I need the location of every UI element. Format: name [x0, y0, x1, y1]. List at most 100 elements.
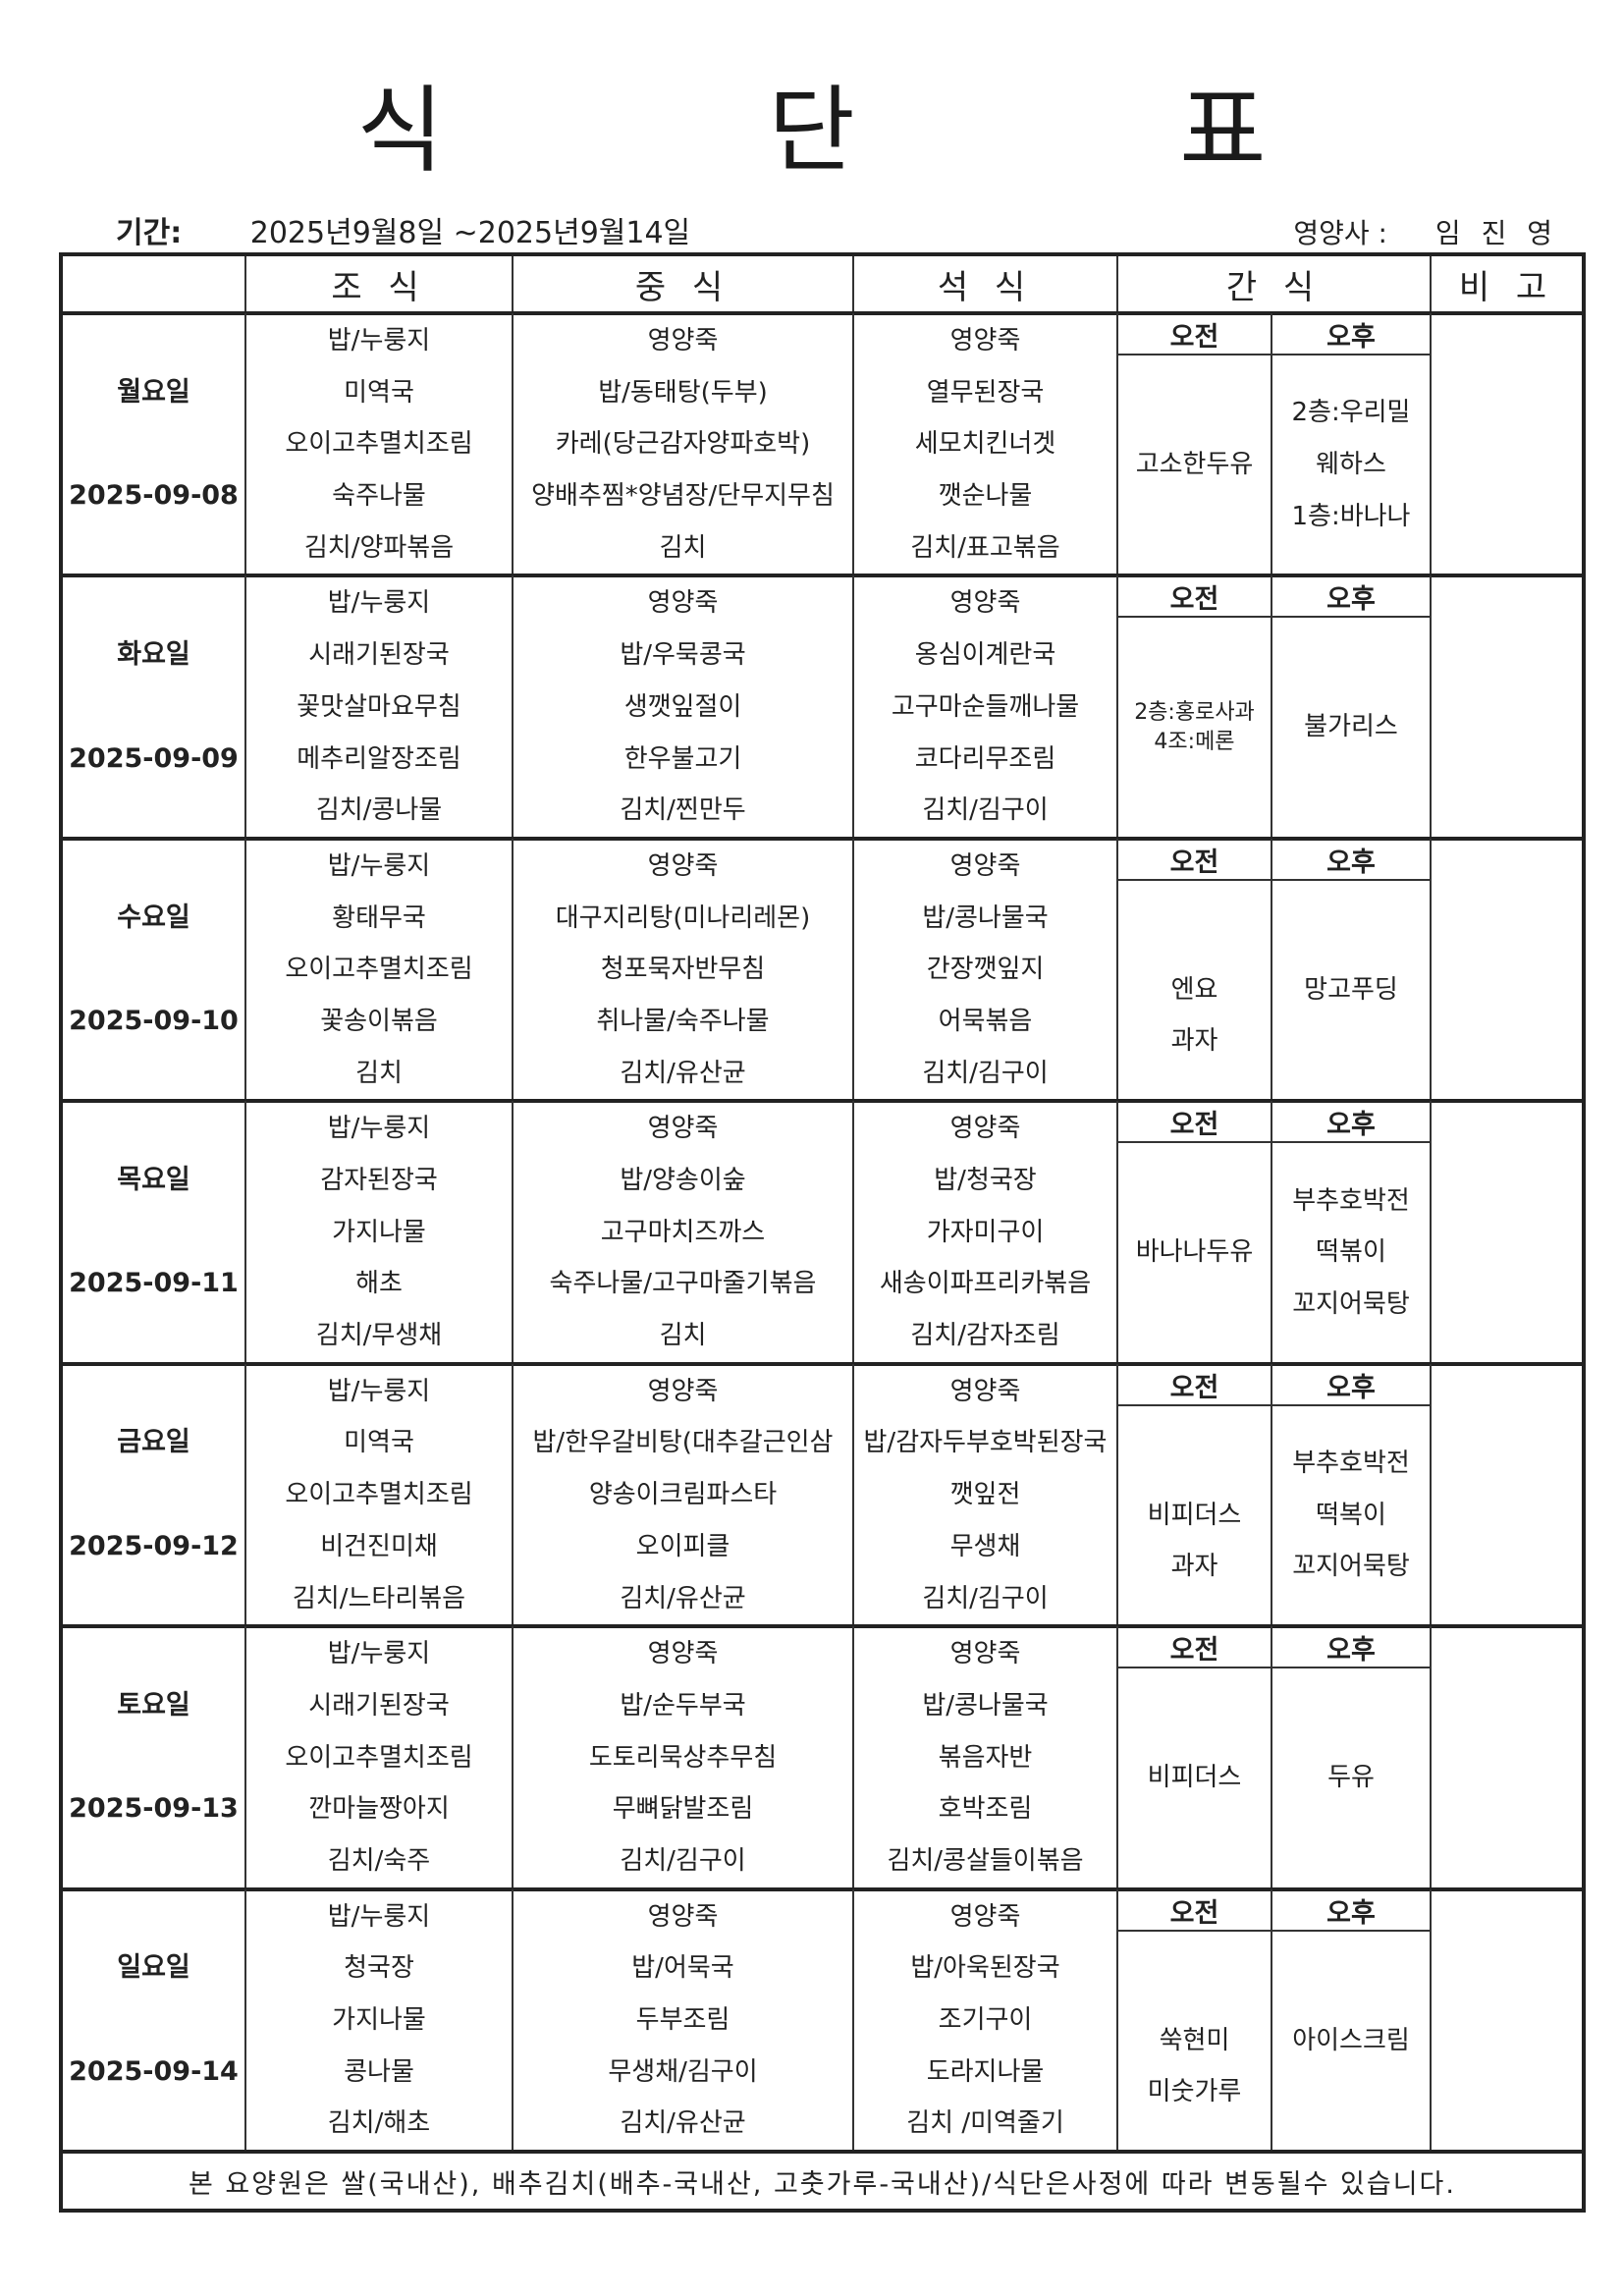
lunch-item: 영양죽: [647, 326, 719, 355]
page-title: 식 단 표: [356, 76, 1414, 186]
lunch-item: 밥/어묵국: [631, 1953, 734, 1984]
period: 기간: 2025년9월8일 ~2025년9월14일: [116, 208, 690, 251]
snack-am-item: 비피더스: [1147, 1500, 1242, 1530]
snack-pm-cell: 아이스크림: [1271, 1929, 1432, 2154]
spacer: [63, 682, 243, 734]
snack-pm-item: 아이스크림: [1292, 2025, 1410, 2055]
snack-am-item: [1119, 1804, 1270, 1856]
dinner-cell: 영양죽 밥/콩나물국 볶음자반 호박조림 김치/콩살들이볶음: [852, 1624, 1118, 1890]
header-breakfast: 조 식: [244, 253, 514, 315]
lunch-cell: 영양죽 대구지리탕(미나리레몬) 청포묵자반무침 취나물/숙주나물 김치/유산균: [512, 836, 854, 1103]
spacer: [63, 1630, 243, 1680]
lunch-item: 영양죽: [647, 1639, 719, 1669]
dinner-item: 밥/콩나물국: [922, 1690, 1049, 1721]
lunch-item: 밥/양송이숲: [620, 1166, 746, 1195]
breakfast-item: 깐마늘짱아지: [308, 1794, 450, 1825]
snack-pm-item: [1273, 1015, 1429, 1067]
spacer: [63, 1893, 243, 1943]
dinner-cell: 영양죽 옹심이계란국 고구마순들깨나물 코다리무조림 김치/김구이: [852, 574, 1118, 840]
spacer: [63, 1048, 243, 1100]
breakfast-item: 가지나물: [332, 1217, 426, 1247]
spacer: [63, 1469, 243, 1521]
spacer: [63, 843, 243, 893]
period-label: 기간:: [116, 216, 183, 250]
lunch-item: 한우불고기: [623, 743, 742, 774]
breakfast-item: 메추리알장조림: [297, 743, 461, 774]
dinner-item: 어묵볶음: [938, 1006, 1033, 1036]
dinner-item: 영양죽: [949, 326, 1021, 355]
lunch-item: 오이피클: [635, 1531, 730, 1561]
breakfast-item: 밥/누룽지: [327, 850, 431, 881]
breakfast-item: 오이고추멸치조림: [285, 429, 473, 460]
dinner-cell: 영양죽 밥/콩나물국 간장깻잎지 어묵볶음 김치/김구이: [852, 836, 1118, 1103]
dinner-cell: 영양죽 밥/청국장 가자미구이 새송이파프리카볶음 김치/감자조림: [852, 1099, 1118, 1365]
lunch-item: 밥/동태탕(두부): [598, 377, 768, 408]
dinner-item: 영양죽: [949, 850, 1021, 881]
breakfast-item: 오이고추멸치조림: [285, 1742, 473, 1773]
snack-am-cell: 쑥현미 미숫가루: [1116, 1929, 1272, 2154]
snack-pm-item: 두유: [1327, 1763, 1375, 1793]
breakfast-item: 밥/누룽지: [327, 1376, 431, 1406]
day-date: 2025-09-13: [69, 1793, 239, 1825]
snack-pm-item: [1273, 1963, 1429, 2015]
snack-pm-cell: 두유: [1271, 1667, 1432, 1890]
snack-pm-item: 1층:바나나: [1291, 501, 1411, 531]
spacer: [63, 1573, 243, 1625]
snack-am-cell: 엔요 과자: [1116, 878, 1272, 1103]
snack-pm-label: 오후: [1271, 1624, 1432, 1669]
breakfast-item: 밥/누룽지: [327, 1639, 431, 1669]
snack-am-cell: 고소한두유: [1116, 353, 1272, 577]
breakfast-item: 꽃송이볶음: [320, 1006, 438, 1036]
breakfast-item: 김치/양파볶음: [303, 532, 455, 563]
dinner-item: 고구마순들깨나물: [891, 691, 1080, 722]
header-remarks: 비 고: [1430, 253, 1585, 315]
snack-am-item: [1119, 1963, 1270, 2015]
lunch-cell: 영양죽 밥/양송이숲 고구마치즈까스 숙주나물/고구마줄기볶음 김치: [512, 1099, 854, 1365]
dinner-item: 밥/콩나물국: [922, 902, 1049, 933]
lunch-item: 양배추찜*양념장/단무지무침: [531, 481, 835, 512]
spacer: [63, 944, 243, 996]
lunch-item: 대구지리탕(미나리레몬): [555, 902, 811, 933]
day-cell: 월요일 2025-09-08: [60, 310, 246, 577]
dinner-item: 김치/감자조림: [910, 1321, 1060, 1351]
breakfast-item: 밥/누룽지: [327, 1114, 431, 1144]
breakfast-item: 꽃맛살마요무침: [297, 691, 461, 722]
spacer: [63, 1207, 243, 1259]
header-snack: 간 식: [1116, 253, 1432, 315]
lunch-item: 김치/유산균: [620, 2108, 746, 2139]
spacer: [63, 1995, 243, 2047]
lunch-item: 김치/찐만두: [620, 795, 746, 826]
dinner-item: 밥/감자두부호박된장국: [863, 1428, 1108, 1458]
snack-am-item: [1119, 1700, 1270, 1752]
lunch-cell: 영양죽 밥/어묵국 두부조림 무생채/김구이 김치/유산균: [512, 1886, 854, 2154]
period-value: 2025년9월8일 ~2025년9월14일: [249, 216, 691, 250]
lunch-item: 카레(당근감자양파호박): [555, 429, 811, 460]
lunch-item: 김치/김구이: [620, 1845, 746, 1876]
dinner-item: 호박조림: [938, 1794, 1033, 1825]
breakfast-item: 김치/느타리볶음: [292, 1583, 466, 1613]
snack-am-item: 미숫가루: [1147, 2077, 1242, 2107]
dinner-item: 김치/김구이: [922, 1058, 1049, 1088]
day-date: 2025-09-10: [69, 1005, 239, 1036]
dinner-item: 열무된장국: [926, 377, 1045, 408]
dinner-item: 코다리무조림: [914, 743, 1056, 774]
snack-pm-item: 떡복이: [1316, 1500, 1386, 1530]
dinner-item: 김치/김구이: [922, 1583, 1049, 1613]
spacer: [63, 2098, 243, 2150]
dinner-cell: 영양죽 밥/아욱된장국 조기구이 도라지나물 김치 /미역줄기: [852, 1886, 1118, 2154]
dinner-item: 영양죽: [949, 1376, 1021, 1406]
breakfast-item: 가지나물: [332, 2005, 426, 2035]
day-date: 2025-09-11: [69, 1268, 239, 1299]
dinner-item: 새송이파프리카볶음: [879, 1269, 1092, 1299]
remarks-cell: [1430, 1361, 1585, 1628]
snack-pm-item: 꼬지어묵탕: [1292, 1552, 1410, 1582]
lunch-item: 두부조림: [635, 2005, 730, 2035]
snack-pm-item: [1273, 2066, 1429, 2118]
day-line-row: 바나나두유 부추호박전 떡볶이 꼬지어묵탕: [61, 1141, 1584, 1365]
snack-pm-label: 오후: [1271, 836, 1432, 881]
spacer: [63, 1835, 243, 1887]
breakfast-item: 밥/누룽지: [327, 1901, 431, 1932]
day-line-row: 비피더스 과자 부추호박전 떡복이 꼬지어묵탕: [61, 1403, 1584, 1628]
spacer: [63, 1368, 243, 1418]
lunch-item: 영양죽: [647, 850, 719, 881]
